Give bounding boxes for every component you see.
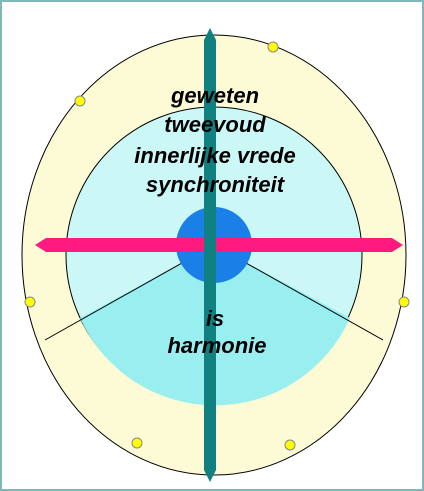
dot: [267, 41, 279, 53]
dot: [24, 296, 36, 308]
dot: [398, 296, 410, 308]
label: geweten: [170, 83, 259, 108]
label: synchroniteit: [146, 172, 286, 197]
dot: [284, 439, 296, 451]
label: harmonie: [167, 333, 266, 358]
vertical-bar: [204, 28, 216, 482]
label: is: [206, 306, 224, 331]
label: innerlijke vrede: [134, 143, 295, 168]
label: tweevoud: [164, 112, 266, 137]
horizontal-bar: [35, 238, 403, 252]
dot: [74, 95, 86, 107]
dot: [131, 437, 143, 449]
dots: [24, 41, 410, 451]
